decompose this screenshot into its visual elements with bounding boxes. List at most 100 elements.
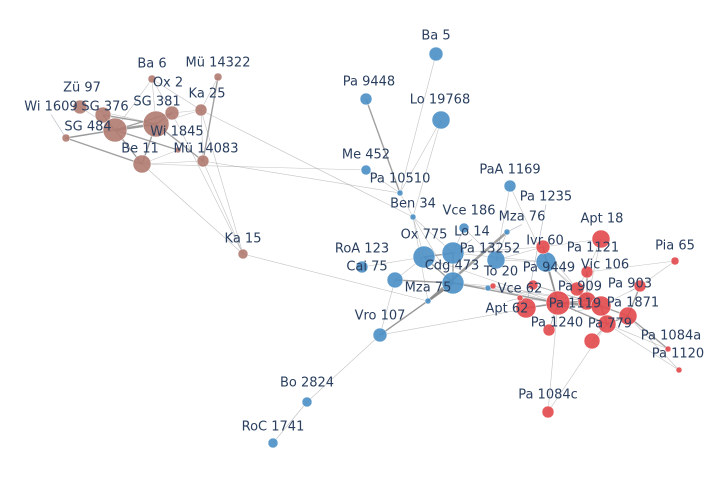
node[interactable] (267, 437, 279, 449)
node-label: Pa 1084c (518, 388, 578, 403)
node[interactable] (675, 366, 683, 374)
node[interactable] (569, 281, 585, 297)
node[interactable] (396, 189, 404, 197)
node-label: Ka 15 (225, 232, 262, 247)
node[interactable] (409, 213, 417, 221)
edge (202, 76, 219, 162)
node-layer (61, 46, 683, 449)
node[interactable] (360, 164, 372, 176)
node[interactable] (591, 229, 611, 249)
node[interactable] (132, 154, 152, 174)
node[interactable] (237, 248, 249, 260)
node[interactable] (458, 222, 470, 234)
node-label: Pa 1240 (531, 316, 583, 331)
node-label: Cai 75 (346, 260, 387, 275)
node[interactable] (431, 110, 451, 130)
node-label: Pa 1119 (549, 297, 601, 312)
node[interactable] (372, 327, 388, 343)
node-label: Pa 9449 (523, 261, 575, 276)
node[interactable] (545, 290, 571, 316)
edge (202, 160, 244, 255)
node[interactable] (428, 46, 444, 62)
node[interactable] (441, 271, 465, 295)
node[interactable] (61, 133, 71, 143)
node-label: Pa 1084a (641, 329, 701, 344)
node[interactable] (355, 260, 369, 274)
edge (399, 119, 442, 194)
edge (151, 78, 202, 111)
node-label: Me 452 (342, 148, 390, 163)
node-label: Pa 10510 (370, 172, 431, 187)
node-label: Cdg 473 (425, 259, 480, 274)
node[interactable] (664, 345, 672, 353)
node[interactable] (174, 146, 182, 154)
node[interactable] (527, 279, 539, 291)
node-label: Pa 1235 (520, 190, 572, 205)
node-label: SG 376 (81, 100, 128, 115)
node[interactable] (164, 105, 180, 121)
node[interactable] (542, 323, 556, 337)
node[interactable] (441, 241, 465, 265)
node[interactable] (670, 256, 680, 266)
node-label: SG 381 (133, 95, 180, 110)
node[interactable] (590, 295, 612, 317)
node[interactable] (515, 297, 537, 319)
node[interactable] (633, 279, 647, 293)
node-label: Ba 5 (421, 29, 450, 44)
edge (365, 98, 401, 194)
node[interactable] (618, 306, 638, 326)
node[interactable] (386, 271, 404, 289)
label-leader-line (50, 114, 67, 139)
node-label: Vce 186 (443, 204, 496, 219)
node[interactable] (597, 314, 617, 334)
edge (606, 323, 680, 371)
node-label: Ka 25 (189, 87, 226, 102)
node-label: Ox 2 (153, 76, 183, 91)
node[interactable] (583, 332, 601, 350)
edge (306, 334, 381, 403)
edge (141, 163, 244, 255)
node[interactable] (194, 103, 208, 117)
node-label: Mza 75 (405, 281, 452, 296)
edge (452, 246, 544, 254)
node[interactable] (301, 396, 313, 408)
node[interactable] (94, 106, 112, 124)
node-label: Pa 1871 (607, 296, 659, 311)
node[interactable] (72, 99, 88, 115)
node[interactable] (102, 117, 128, 143)
edge (547, 302, 559, 413)
edge (141, 163, 367, 171)
edge (606, 323, 669, 350)
node[interactable] (541, 405, 555, 419)
node-label: Pa 909 (558, 280, 602, 295)
label-leader-line (525, 204, 547, 309)
edge (427, 231, 508, 302)
node[interactable] (516, 294, 524, 302)
node[interactable] (503, 228, 511, 236)
node[interactable] (142, 110, 170, 138)
edge (242, 253, 429, 302)
edge (399, 192, 414, 218)
node[interactable] (196, 154, 210, 168)
edge (639, 260, 676, 287)
edge (379, 279, 396, 336)
node[interactable] (580, 265, 594, 279)
node[interactable] (486, 250, 506, 270)
node-label: Wi 1609 (24, 100, 77, 115)
edge (412, 216, 454, 284)
node[interactable] (503, 179, 517, 193)
node-label: Vro 107 (355, 309, 406, 324)
node[interactable] (535, 239, 551, 255)
node-label: Pa 1120 (652, 347, 704, 362)
node-label: Be 11 (121, 142, 159, 157)
edge (627, 315, 680, 371)
node[interactable] (359, 92, 373, 106)
node[interactable] (213, 72, 223, 82)
node[interactable] (147, 74, 157, 84)
edge (141, 160, 204, 165)
node[interactable] (424, 297, 432, 305)
node[interactable] (412, 245, 436, 269)
edge (399, 53, 437, 194)
node[interactable] (489, 282, 497, 290)
